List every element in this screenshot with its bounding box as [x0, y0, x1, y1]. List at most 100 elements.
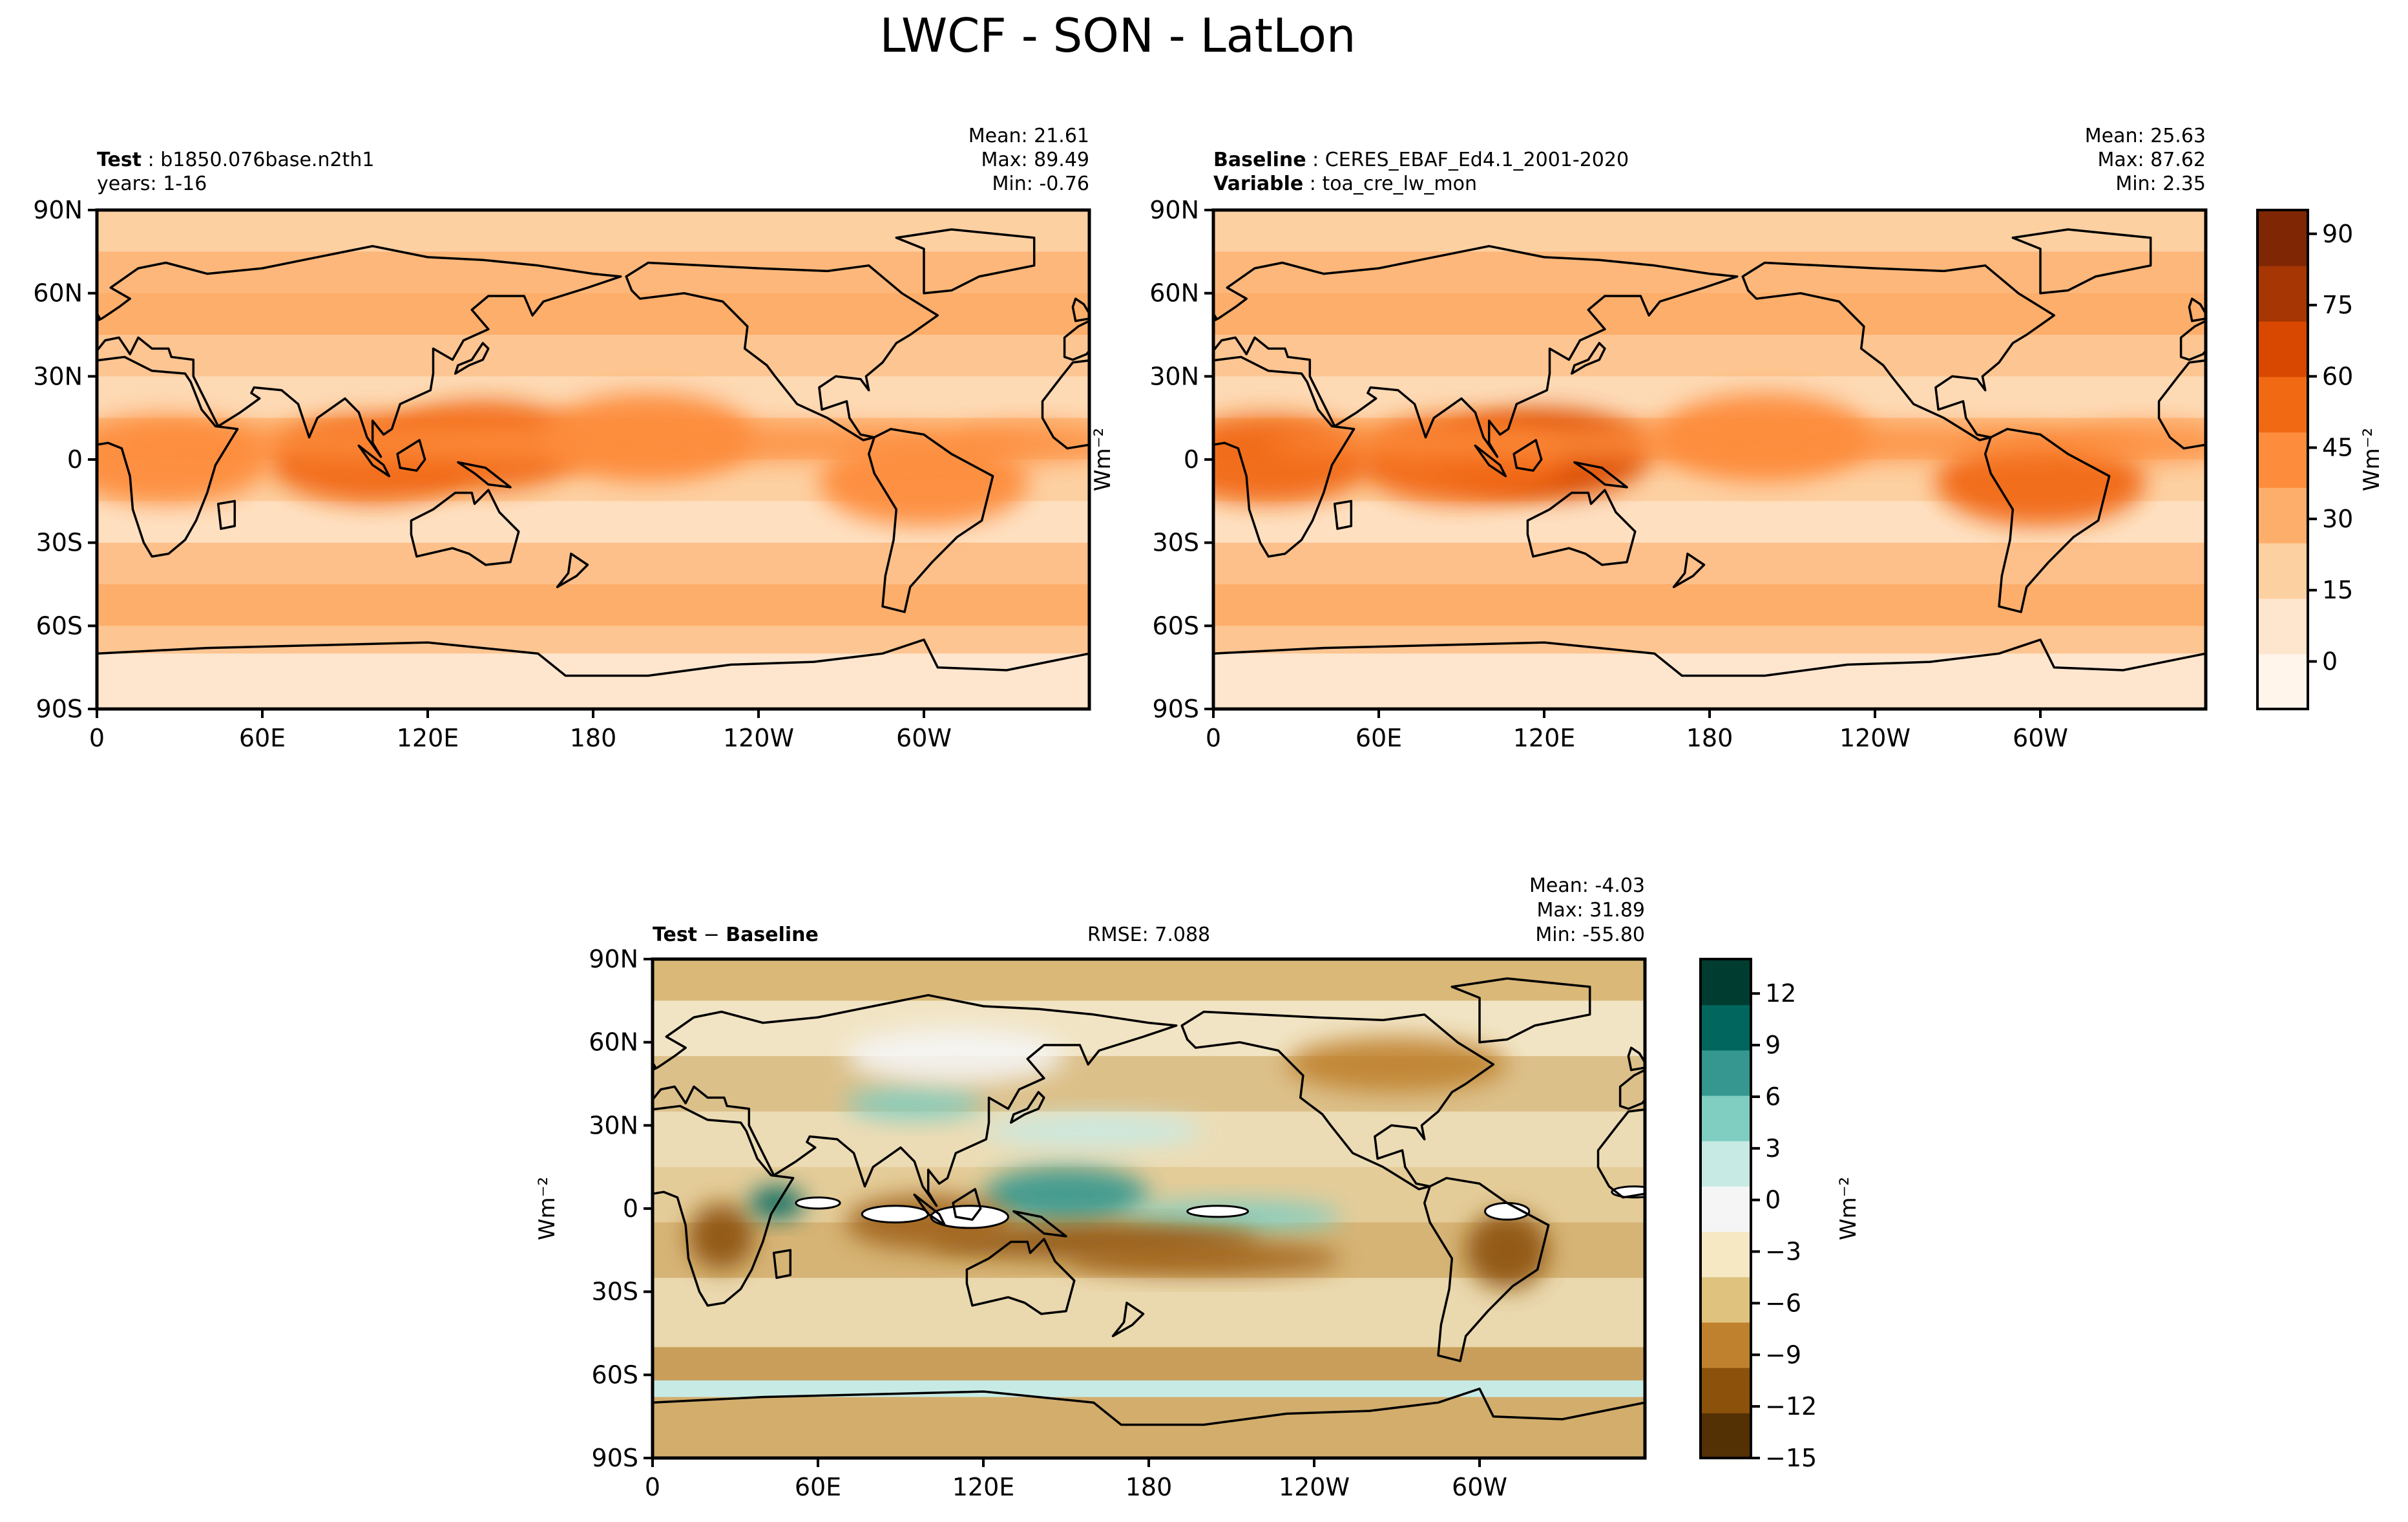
diff-colorbar-tick-0: 12: [1751, 979, 1796, 1008]
baseline-ytick-6: 90S: [1153, 695, 1213, 723]
diff-mean: Mean: -4.03: [1529, 874, 1645, 897]
test-band-3: [97, 335, 1089, 377]
coastline-greenland: [1450, 977, 1591, 1044]
diff-colorbar-swatch-0: [1701, 1412, 1751, 1459]
baseline-band-2: [1213, 293, 2206, 335]
diff-ytick-label-5: 60S: [592, 1360, 638, 1389]
coastline-nz: [556, 553, 589, 589]
baseline-ytick-1: 60N: [1149, 279, 1213, 308]
figure-title: LWCF - SON - LatLon: [879, 8, 1356, 63]
diff-xtick-label-3: 180: [1125, 1473, 1173, 1501]
baseline-ytick-label-0: 90N: [1149, 196, 1199, 224]
baseline-ytick-3: 0: [1184, 445, 1213, 474]
diff-xtick-1: 60E: [795, 1458, 841, 1501]
diff-anomaly-9: [845, 1028, 1067, 1084]
coastline-antarctica: [1213, 639, 2206, 709]
diff-colorbar-tick-label-5: −3: [1765, 1238, 1801, 1266]
baseline-max: Max: 87.62: [2097, 149, 2206, 171]
diff-ytick-1: 60N: [589, 1028, 653, 1057]
top-colorbar-tick-1: 75: [2308, 291, 2353, 319]
test-xtick-label-3: 180: [570, 724, 617, 752]
test-ytick-label-0: 90N: [33, 196, 83, 224]
diff-colorbar-swatch-8: [1701, 1050, 1751, 1096]
top-colorbar-tick-label-3: 45: [2322, 434, 2353, 462]
coastline-greenland: [895, 228, 1036, 295]
test-band-9: [97, 584, 1089, 627]
test-xtick-label-1: 60E: [239, 724, 286, 752]
diff-ytick-3: 0: [623, 1194, 653, 1223]
diff-colorbar-tick-6: −6: [1751, 1289, 1801, 1317]
test-xtick-label-0: 0: [89, 724, 105, 752]
diff-colorbar-swatch-2: [1701, 1322, 1751, 1368]
coastline-sumatra: [913, 1193, 947, 1227]
baseline-xtick-label-5: 60W: [2013, 724, 2068, 752]
diff-ytick-0: 90N: [589, 945, 653, 973]
test-ytick-label-1: 60N: [33, 279, 83, 308]
test-map: [97, 210, 1089, 709]
diff-band-0: [653, 959, 1645, 1002]
coastline-japan: [454, 342, 490, 375]
coastline-madagascar: [772, 1249, 792, 1279]
diff-xtick-label-4: 120W: [1279, 1473, 1350, 1501]
diff-ytick-label-2: 30N: [589, 1111, 638, 1139]
test-mean: Mean: 21.61: [968, 125, 1089, 147]
coastline-borneo: [952, 1188, 982, 1221]
baseline-band-3: [1213, 335, 2206, 377]
baseline-xtick-3: 180: [1686, 709, 1733, 752]
baseline-label-value: CERES_EBAF_Ed4.1_2001-2020: [1325, 149, 1629, 171]
diff-saturated-2: [1186, 1205, 1250, 1218]
top-colorbar-tick-label-1: 75: [2322, 291, 2353, 319]
diff-xtick-0: 0: [645, 1458, 660, 1501]
diff-colorbar-tick-2: 6: [1751, 1083, 1781, 1111]
coastline-greenland: [2011, 228, 2152, 295]
test-ytick-label-6: 90S: [36, 695, 83, 723]
baseline-xtick-label-4: 120W: [1839, 724, 1911, 752]
diff-xtick-5: 60W: [1452, 1458, 1507, 1501]
baseline-xtick-label-1: 60E: [1356, 724, 1402, 752]
top-colorbar: 90 75 60 45 30 15 0: [2256, 209, 2353, 710]
coastline-newguinea: [1573, 461, 1628, 489]
diff-ytick-label-1: 60N: [589, 1028, 638, 1057]
top-colorbar-tick-label-5: 15: [2322, 576, 2353, 604]
diff-colorbar-tick-label-2: 6: [1765, 1083, 1781, 1111]
diff-anomaly-4: [845, 1086, 984, 1120]
baseline-xtick-2: 120E: [1513, 709, 1576, 752]
baseline-ytick-4: 30S: [1153, 529, 1213, 557]
baseline-axes: 0 60E 120E 180 120W 60W 90N 60N 30N 0 30S 60S 90S: [1149, 196, 2068, 752]
top-colorbar-swatch-0: [2257, 653, 2308, 710]
coastline-africa: [97, 355, 239, 558]
coastline-africa: [653, 1105, 795, 1307]
baseline-ytick-label-3: 0: [1184, 445, 1199, 474]
diff-colorbar-tick-3: 3: [1751, 1134, 1781, 1163]
top-colorbar-tick-3: 45: [2308, 434, 2353, 462]
test-ytick-label-2: 30N: [33, 362, 83, 390]
baseline-ytick-label-1: 60N: [1149, 279, 1199, 308]
baseline-variable-sep: :: [1303, 173, 1322, 195]
baseline-xtick-label-2: 120E: [1513, 724, 1576, 752]
diff-xtick-label-0: 0: [645, 1473, 660, 1501]
baseline-ytick-0: 90N: [1149, 196, 1213, 224]
diff-ytick-label-6: 90S: [592, 1444, 638, 1472]
test-xtick-0: 0: [89, 709, 105, 752]
test-itcz-atl: [951, 423, 1089, 463]
top-colorbar-tick-label-4: 30: [2322, 505, 2353, 533]
top-colorbar-tick-2: 60: [2308, 362, 2353, 390]
coastline-samerica: [1984, 428, 2111, 613]
test-label-sep: :: [141, 149, 160, 171]
baseline-label-sep: :: [1306, 149, 1325, 171]
baseline-xtick-label-3: 180: [1686, 724, 1733, 752]
coastline-madagascar: [1333, 500, 1353, 530]
baseline-variable-bold: Variable: [1213, 173, 1303, 195]
test-panel: Test : b1850.076base.n2th1 years: 1-16 M…: [33, 125, 1116, 752]
test-xtick-3: 180: [570, 709, 617, 752]
diff-ytick-6: 90S: [592, 1444, 653, 1472]
coastline-antarctica: [653, 1388, 1645, 1458]
diff-colorbar-swatch-6: [1701, 1140, 1751, 1187]
test-ytick-5: 60S: [36, 611, 97, 640]
coastline-europe_asia: [1213, 245, 1739, 458]
baseline-ytick-label-2: 30N: [1149, 362, 1199, 390]
baseline-band-11: [1213, 653, 2206, 709]
diff-colorbar-tick-label-7: −9: [1765, 1340, 1801, 1369]
test-band-11: [97, 653, 1089, 709]
